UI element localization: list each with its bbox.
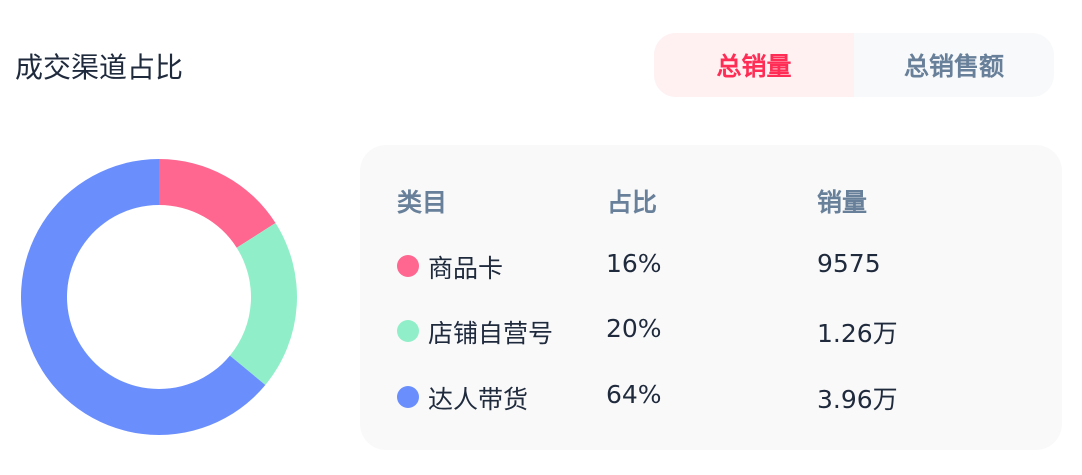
legend-dot-blue bbox=[397, 386, 419, 408]
legend-dot-green bbox=[397, 320, 419, 342]
row-share: 64% bbox=[606, 380, 662, 409]
row-name: 达人带货 bbox=[428, 385, 529, 414]
row-sales: 1.26万 bbox=[817, 319, 898, 348]
legend-dot-pink bbox=[397, 255, 419, 277]
row-share: 16% bbox=[606, 249, 662, 278]
row-name: 店铺自营号 bbox=[428, 319, 554, 348]
donut-slice-0 bbox=[159, 159, 276, 248]
row-name: 商品卡 bbox=[428, 254, 504, 283]
metric-toggle: 总销量 总销售额 bbox=[654, 33, 1054, 97]
donut-chart bbox=[21, 159, 298, 436]
tab-total-sales-amount[interactable]: 总销售额 bbox=[903, 52, 1004, 81]
row-share: 20% bbox=[606, 314, 662, 343]
header-category: 类目 bbox=[397, 188, 448, 217]
header-share: 占比 bbox=[607, 188, 658, 217]
section-title: 成交渠道占比 bbox=[15, 51, 184, 84]
row-sales: 3.96万 bbox=[817, 385, 898, 414]
row-sales: 9575 bbox=[817, 249, 881, 278]
header-sales: 销量 bbox=[817, 188, 868, 217]
legend-table: 类目 占比 销量 商品卡 16% 9575 店铺自营号 20% 1.26万 达人… bbox=[360, 145, 1062, 450]
donut-slice-2 bbox=[21, 159, 266, 436]
donut-slice-1 bbox=[229, 223, 298, 385]
tab-total-volume[interactable]: 总销量 bbox=[654, 33, 854, 97]
